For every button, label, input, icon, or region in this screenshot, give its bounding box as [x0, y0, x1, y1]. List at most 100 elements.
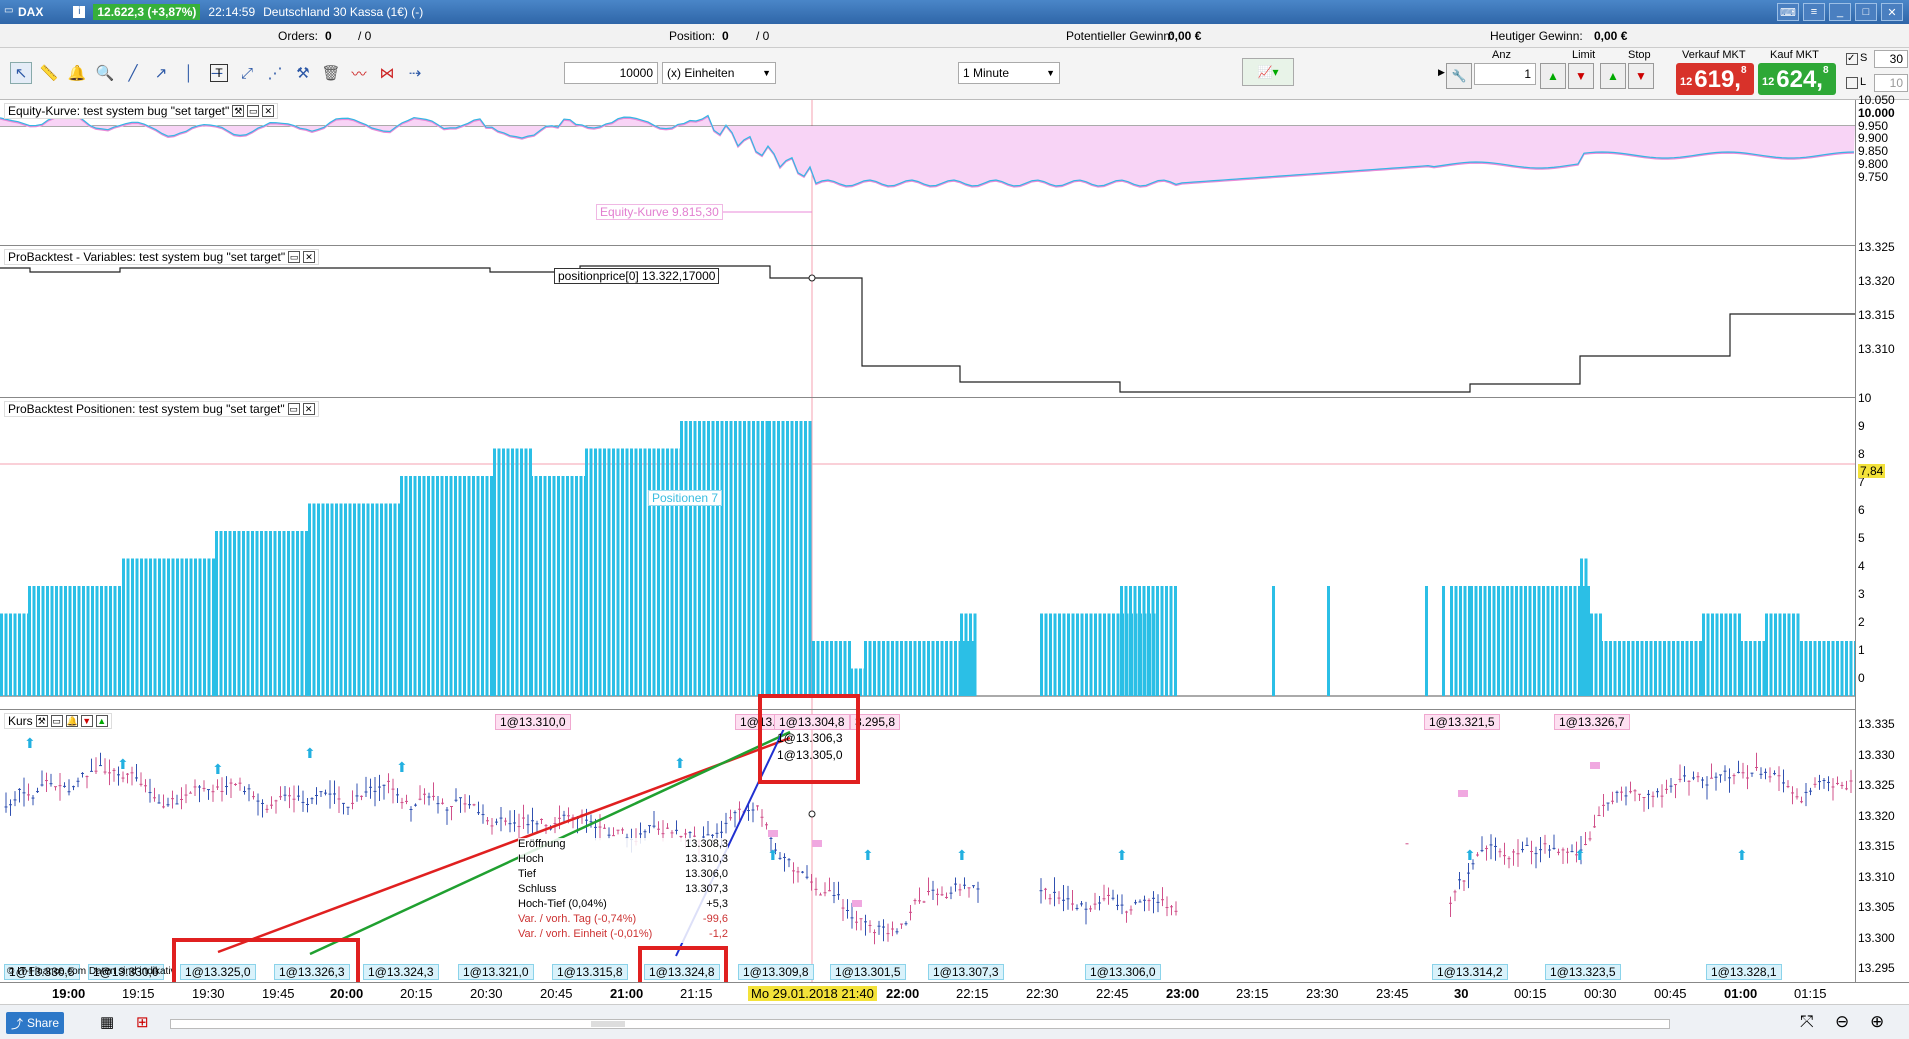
position-bar — [301, 531, 304, 696]
wrench-icon[interactable]: ⚒ — [232, 105, 244, 117]
vertical-line-icon[interactable]: │ — [178, 62, 200, 84]
position-bar — [548, 476, 551, 696]
y-tick-label: 0 — [1858, 671, 1865, 685]
horizontal-scrollbar[interactable] — [170, 1019, 1670, 1029]
keyboard-icon[interactable]: ⌨ — [1777, 3, 1799, 21]
buy-market-button[interactable]: 12 624, 8 — [1758, 63, 1836, 95]
tooltip-row: Hoch 13.310,3 — [518, 853, 728, 868]
position-bar — [1152, 586, 1155, 696]
alert-bell-icon[interactable]: 🔔 — [66, 62, 88, 84]
s-input[interactable]: 30 — [1874, 50, 1908, 68]
minimize-button[interactable]: _ — [1829, 3, 1851, 21]
close-icon[interactable]: ✕ — [262, 105, 274, 117]
position-bar — [18, 614, 21, 697]
price-panel-label[interactable]: Kurs ⚒ ▭ 🔔 ▼ ▲ — [4, 713, 112, 729]
l-checkbox[interactable] — [1846, 77, 1858, 89]
instrument-symbol[interactable]: DAX — [18, 5, 43, 19]
orders-pending[interactable]: / 0 — [358, 29, 371, 43]
position-bar — [896, 641, 899, 696]
position-bar — [743, 421, 746, 696]
equity-panel[interactable]: Equity-Kurve: test system bug "set targe… — [0, 100, 1855, 246]
units-select[interactable]: (x) Einheiten ▼ — [662, 62, 776, 84]
y-tick-label: 13.305 — [1858, 900, 1895, 914]
window-icon[interactable]: ▭ — [51, 715, 63, 727]
position-bar — [936, 641, 939, 696]
position-bar — [1699, 641, 1702, 696]
position-bar — [463, 476, 466, 696]
position-bar — [1590, 614, 1593, 697]
tooltip-row: Schluss 13.307,3 — [518, 883, 728, 898]
window-icon[interactable]: ▭ — [288, 403, 300, 415]
positions-panel[interactable]: ProBacktest Positionen: test system bug … — [0, 398, 1855, 710]
y-tick-label: 13.325 — [1858, 778, 1895, 792]
share-button[interactable]: ⤴ Share — [6, 1012, 64, 1034]
position-bar — [185, 559, 188, 697]
l-input[interactable]: 10 — [1874, 74, 1908, 92]
menu-icon[interactable]: ≡ — [1803, 3, 1825, 21]
limit-sell-icon[interactable]: ▼ — [1568, 63, 1594, 89]
bell-icon[interactable]: 🔔 — [66, 715, 78, 727]
s-checkbox[interactable]: ✓ — [1846, 53, 1858, 65]
channel-icon[interactable]: ⤢ — [236, 62, 258, 84]
zoom-in-icon[interactable]: ⊕ — [1870, 1012, 1884, 1032]
anz-label: Anz — [1492, 49, 1511, 61]
trendline-icon[interactable]: ╱ — [122, 62, 144, 84]
sell-market-button[interactable]: 12 619, 8 — [1676, 63, 1754, 95]
sell-icon[interactable]: ▼ — [81, 715, 93, 727]
position-bar — [418, 476, 421, 696]
variables-panel[interactable]: ProBacktest - Variables: test system bug… — [0, 246, 1855, 398]
trade-label-bottom: 1@13.314,2 — [1432, 964, 1508, 980]
wrench-icon[interactable]: 🔧 — [1446, 63, 1472, 89]
close-icon[interactable]: ✕ — [303, 403, 315, 415]
ruler-icon[interactable]: 📏 — [38, 62, 60, 84]
zoom-icon[interactable]: 🔍 — [94, 62, 116, 84]
text-tool-icon[interactable]: T — [210, 64, 228, 82]
chart-type-icon[interactable]: 📈▾ — [1242, 58, 1294, 86]
window-icon[interactable]: ▭ — [247, 105, 259, 117]
scroll-thumb[interactable] — [591, 1021, 625, 1027]
position-bar — [131, 559, 134, 697]
fibonacci-icon[interactable]: ⋰ — [264, 62, 286, 84]
position-bar — [181, 559, 184, 697]
pointer-icon[interactable]: ↖ — [10, 62, 32, 84]
hammer-icon[interactable]: ⚒ — [292, 62, 314, 84]
close-button[interactable]: ✕ — [1881, 3, 1903, 21]
stop-sell-icon[interactable]: ▼ — [1628, 63, 1654, 89]
positions-panel-label[interactable]: ProBacktest Positionen: test system bug … — [4, 401, 319, 417]
trade-label-bottom: 1@13.324,3 — [363, 964, 439, 980]
position-bar — [1845, 641, 1848, 696]
indicator-icon[interactable]: 〰 — [348, 62, 370, 84]
position-bar — [809, 421, 812, 696]
zoom-out-icon[interactable]: ⊖ — [1835, 1012, 1849, 1032]
position-pending[interactable]: / 0 — [756, 29, 769, 43]
equity-panel-label[interactable]: Equity-Kurve: test system bug "set targe… — [4, 103, 278, 119]
stop-buy-icon[interactable]: ▲ — [1600, 63, 1626, 89]
anz-input[interactable]: 1 — [1474, 63, 1536, 85]
wrench-icon[interactable]: ⚒ — [36, 715, 48, 727]
interval-select[interactable]: 1 Minute ▼ — [958, 62, 1060, 84]
maximize-button[interactable]: □ — [1855, 3, 1877, 21]
close-icon[interactable]: ✕ — [303, 251, 315, 263]
trash-icon[interactable]: 🗑 — [320, 62, 342, 84]
calculator-icon[interactable]: ▦ — [100, 1013, 114, 1031]
position-bar — [493, 449, 496, 697]
position-bar — [96, 586, 99, 696]
ray-icon[interactable]: ↗ — [150, 62, 172, 84]
info-icon[interactable]: i — [73, 6, 85, 18]
pattern-icon[interactable]: ⋈ — [376, 62, 398, 84]
fit-icon[interactable]: ⤧ — [1800, 1012, 1814, 1032]
limit-buy-icon[interactable]: ▲ — [1540, 63, 1566, 89]
buy-icon[interactable]: ▲ — [96, 715, 108, 727]
interval-value: 1 Minute — [963, 66, 1009, 80]
position-bar — [1147, 586, 1150, 696]
window-icon[interactable]: ▭ — [288, 251, 300, 263]
collapse-arrow-icon[interactable]: ▶ — [1438, 67, 1445, 78]
position-bar — [1425, 586, 1428, 696]
line-arrow-icon[interactable]: ⇢ — [404, 62, 426, 84]
quantity-input[interactable]: 10000 — [564, 62, 658, 84]
position-bar — [730, 421, 733, 696]
indicator-add-icon[interactable]: ⊞ — [136, 1013, 149, 1031]
position-bar — [887, 641, 890, 696]
variables-panel-label[interactable]: ProBacktest - Variables: test system bug… — [4, 249, 319, 265]
tooltip-key: Tief — [518, 868, 536, 883]
